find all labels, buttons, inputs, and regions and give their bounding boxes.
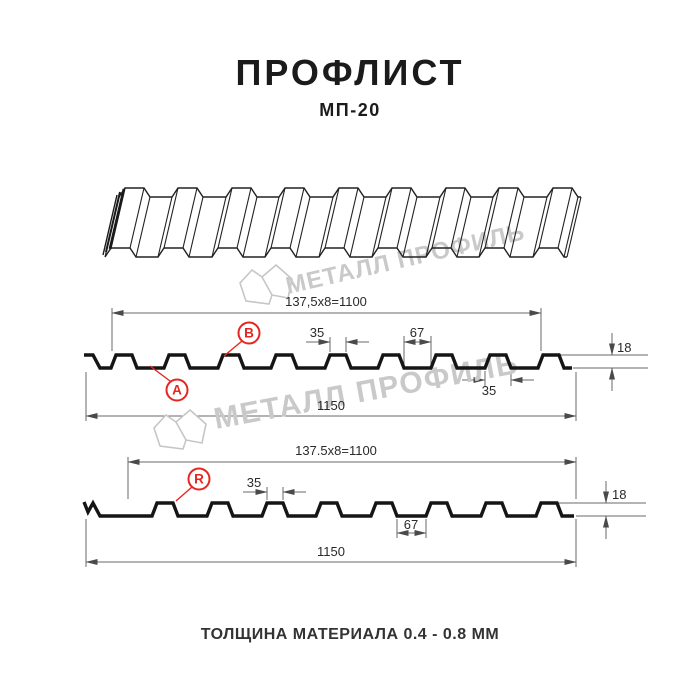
rib-fold-line	[563, 196, 579, 258]
rib-fold-line	[538, 187, 554, 249]
rib-fold-line	[532, 196, 548, 258]
dim-overall-width: 1150	[317, 544, 345, 559]
metall-profil-logo-icon	[239, 263, 293, 305]
rib-fold-line	[425, 196, 441, 258]
rib-fold-line	[318, 196, 334, 258]
dimension-texts-reverse: 137.5x8=1100 35 67 18 1150	[247, 443, 627, 559]
rib-fold-line	[396, 187, 412, 249]
material-thickness-note: ТОЛЩИНА МАТЕРИАЛА 0.4 - 0.8 ММ	[200, 626, 500, 643]
rib-fold-line	[236, 187, 252, 249]
rib-fold-line	[211, 196, 227, 258]
dim-profile-height: 18	[617, 340, 631, 355]
sheet-cut-edge	[102, 188, 126, 256]
rib-fold-line	[450, 187, 466, 249]
rib-fold-line	[129, 187, 145, 249]
dim-overall-width: 1150	[317, 398, 345, 413]
rib-fold-line	[135, 196, 151, 258]
rib-fold-line	[509, 196, 525, 258]
svg-text:B: B	[244, 326, 254, 341]
watermark-brand-text: МЕТАЛЛ ПРОФИЛЬ	[283, 219, 527, 300]
profile-3d-view	[102, 187, 582, 258]
point-label-b: B	[223, 321, 261, 357]
dimension-texts-face: 137,5x8=1100 35 67 18 35 1150	[285, 294, 631, 413]
rib-fold-line	[557, 187, 573, 249]
rib-fold-line	[431, 187, 447, 249]
dim-working-width: 137.5x8=1100	[295, 443, 377, 458]
dim-rib-top-width: 35	[247, 475, 261, 490]
page-title: ПРОФЛИСТ	[235, 52, 465, 93]
rib-fold-line	[402, 196, 418, 258]
rib-fold-line	[295, 196, 311, 258]
rib-fold-line	[289, 187, 305, 249]
dimension-lines-reverse	[85, 457, 646, 567]
point-label-a: A	[149, 365, 189, 402]
rib-fold-line	[343, 187, 359, 249]
rib-fold-line	[182, 187, 198, 249]
rib-fold-line	[503, 187, 519, 249]
rib-fold-line	[377, 187, 393, 249]
dim-rib-top-width: 35	[310, 325, 324, 340]
rib-fold-line	[217, 187, 233, 249]
rib-fold-line	[456, 196, 472, 258]
rib-fold-line	[484, 187, 500, 249]
rib-fold-line	[478, 196, 494, 258]
dim-valley-width: 67	[410, 325, 424, 340]
rib-fold-line	[371, 196, 387, 258]
rib-fold-line	[188, 196, 204, 258]
rib-fold-line	[324, 187, 340, 249]
rib-fold-line	[349, 196, 365, 258]
metall-profil-logo-icon	[153, 408, 207, 450]
rib-fold-line	[270, 187, 286, 249]
rib-fold-line	[157, 196, 173, 258]
profile-cross-section-face	[84, 353, 572, 370]
profile-model-subtitle: МП-20	[319, 100, 381, 120]
watermark-brand-text: МЕТАЛЛ ПРОФИЛЬ	[211, 347, 521, 436]
dim-working-width: 137,5x8=1100	[285, 294, 367, 309]
dim-valley-width: 67	[404, 517, 418, 532]
svg-text:R: R	[194, 472, 204, 487]
profile-cross-section-reverse	[82, 499, 574, 518]
dim-rib-base-width: 35	[482, 383, 496, 398]
point-label-r: R	[175, 467, 211, 502]
rib-fold-line	[242, 196, 258, 258]
dim-profile-height: 18	[612, 487, 626, 502]
rib-fold-line	[163, 187, 179, 249]
svg-text:A: A	[172, 383, 182, 398]
rib-fold-line	[264, 196, 280, 258]
